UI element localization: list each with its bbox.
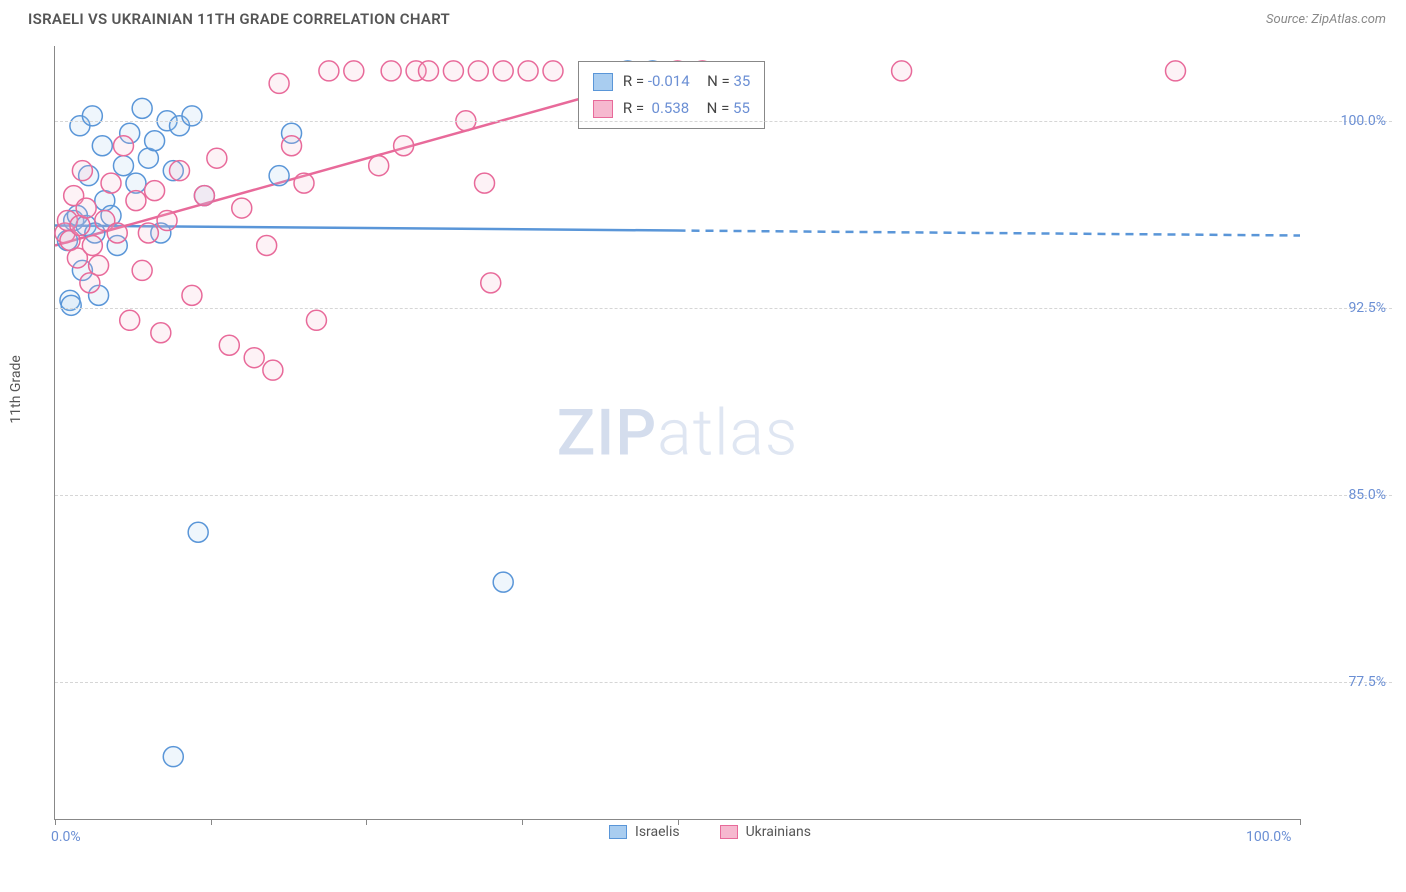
scatter-point <box>61 295 81 315</box>
legend-label: Ukrainians <box>746 824 811 840</box>
scatter-point <box>101 173 121 193</box>
scatter-point <box>263 360 283 380</box>
scatter-point <box>232 198 252 218</box>
y-tick-label: 77.5% <box>1348 674 1386 690</box>
scatter-point <box>443 61 463 81</box>
scatter-point <box>138 223 158 243</box>
y-tick-label: 85.0% <box>1348 487 1386 503</box>
scatter-point <box>344 61 364 81</box>
scatter-point <box>113 136 133 156</box>
legend-swatch <box>609 825 627 839</box>
y-axis-label: 11th Grade <box>8 355 24 423</box>
legend-label: Israelis <box>635 824 680 840</box>
scatter-point <box>76 198 96 218</box>
scatter-point <box>126 191 146 211</box>
scatter-point <box>107 223 127 243</box>
scatter-point <box>294 173 314 193</box>
scatter-point <box>207 148 227 168</box>
scatter-point <box>481 273 501 293</box>
chart-title: ISRAELI VS UKRAINIAN 11TH GRADE CORRELAT… <box>28 10 450 28</box>
n-value: N = 35 <box>700 68 751 95</box>
scatter-point <box>493 61 513 81</box>
scatter-point <box>188 522 208 542</box>
legend-item: Ukrainians <box>720 824 811 840</box>
gridline <box>55 308 1392 309</box>
scatter-point <box>269 73 289 93</box>
scatter-point <box>419 61 439 81</box>
scatter-point <box>892 61 912 81</box>
gridline <box>55 682 1392 683</box>
chart-area: 11th Grade ZIPatlas R = -0.014 N = 35R =… <box>28 40 1392 846</box>
stat-row: R = -0.014 N = 35 <box>593 68 750 95</box>
scatter-point <box>394 136 414 156</box>
source-label: Source: ZipAtlas.com <box>1266 12 1386 27</box>
scatter-point <box>145 131 165 151</box>
series-swatch <box>593 100 613 118</box>
scatter-point <box>82 106 102 126</box>
r-value: R = -0.014 <box>623 68 690 95</box>
scatter-point <box>120 310 140 330</box>
scatter-point <box>269 166 289 186</box>
scatter-point <box>132 260 152 280</box>
scatter-point <box>163 747 183 767</box>
scatter-point <box>145 181 165 201</box>
scatter-point <box>518 61 538 81</box>
scatter-point <box>92 136 112 156</box>
scatter-point <box>113 156 133 176</box>
scatter-point <box>543 61 563 81</box>
scatter-point <box>493 572 513 592</box>
scatter-point <box>306 310 326 330</box>
scatter-point <box>182 285 202 305</box>
scatter-point <box>82 235 102 255</box>
scatter-point <box>151 323 171 343</box>
scatter-point <box>475 173 495 193</box>
scatter-point <box>157 211 177 231</box>
scatter-point <box>89 255 109 275</box>
y-tick-label: 100.0% <box>1341 113 1386 129</box>
scatter-point <box>369 156 389 176</box>
r-value: R = 0.538 <box>623 95 689 122</box>
n-value: N = 55 <box>699 95 750 122</box>
scatter-layer <box>55 46 1300 819</box>
series-swatch <box>593 73 613 91</box>
scatter-point <box>170 161 190 181</box>
scatter-point <box>132 98 152 118</box>
scatter-point <box>1166 61 1186 81</box>
legend-swatch <box>720 825 738 839</box>
stat-row: R = 0.538 N = 55 <box>593 95 750 122</box>
legend-bottom: Israelis Ukrainians <box>28 824 1392 840</box>
scatter-point <box>257 235 277 255</box>
scatter-point <box>319 61 339 81</box>
y-tick-label: 92.5% <box>1348 300 1386 316</box>
scatter-point <box>182 106 202 126</box>
scatter-point <box>282 136 302 156</box>
scatter-point <box>468 61 488 81</box>
gridline <box>55 495 1392 496</box>
scatter-point <box>219 335 239 355</box>
plot-region: ZIPatlas R = -0.014 N = 35R = 0.538 N = … <box>54 46 1300 820</box>
legend-item: Israelis <box>609 824 680 840</box>
scatter-point <box>381 61 401 81</box>
correlation-stats-box: R = -0.014 N = 35R = 0.538 N = 55 <box>578 61 765 129</box>
scatter-point <box>244 348 264 368</box>
scatter-point <box>194 186 214 206</box>
header: ISRAELI VS UKRAINIAN 11TH GRADE CORRELAT… <box>0 0 1406 34</box>
scatter-point <box>72 161 92 181</box>
gridline <box>55 121 1392 122</box>
